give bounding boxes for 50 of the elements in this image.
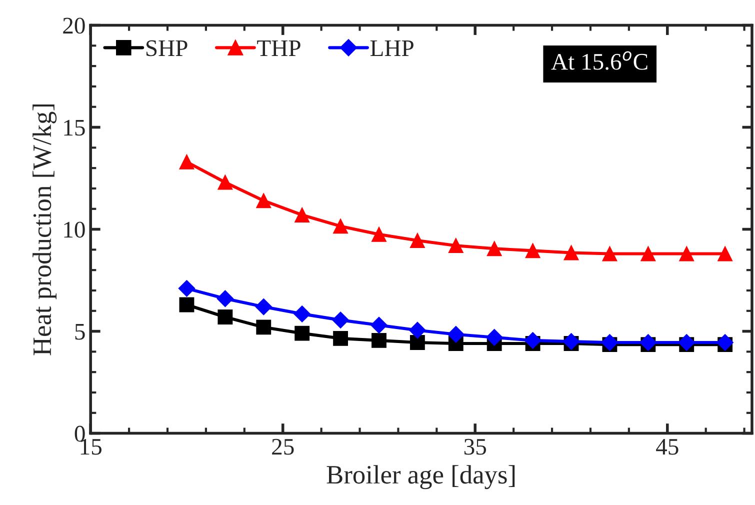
point — [564, 245, 579, 260]
point — [525, 243, 540, 258]
point — [562, 333, 580, 350]
x-tick-label: 35 — [464, 438, 486, 455]
point — [409, 322, 426, 339]
point — [486, 329, 503, 346]
point — [332, 312, 349, 328]
y-tick-label: 15 — [64, 120, 85, 136]
point — [294, 208, 310, 222]
point — [678, 334, 695, 351]
point — [333, 330, 348, 346]
point — [716, 334, 734, 351]
y-axis-title: Heat production [W/kg] — [32, 104, 57, 356]
legend-label: SHP — [146, 40, 188, 56]
point — [294, 306, 310, 322]
point — [179, 154, 194, 170]
point — [524, 332, 542, 349]
point — [448, 326, 464, 343]
y-tick-label: 20 — [63, 18, 85, 34]
point — [256, 193, 272, 208]
point — [486, 241, 502, 256]
legend-label: LHP — [370, 40, 414, 56]
point — [370, 316, 388, 334]
point — [216, 290, 234, 308]
point — [640, 334, 657, 351]
point — [602, 246, 618, 262]
point — [448, 238, 464, 254]
point — [333, 218, 348, 234]
point — [601, 334, 618, 351]
y-tick-label: 5 — [75, 324, 85, 340]
point — [410, 233, 425, 248]
point — [679, 246, 694, 262]
annotation: At 15.6$^{o}$C — [551, 51, 648, 70]
point — [718, 246, 733, 262]
point — [255, 298, 272, 316]
point — [256, 320, 272, 335]
point — [640, 246, 656, 262]
point — [372, 226, 386, 242]
point — [218, 310, 233, 324]
point — [218, 174, 233, 190]
point — [294, 326, 310, 341]
point — [179, 297, 194, 312]
y-tick-label: 10 — [64, 222, 85, 238]
point — [410, 335, 425, 350]
x-tick-label: 45 — [656, 438, 678, 455]
point — [372, 332, 386, 348]
point — [178, 280, 196, 297]
x-axis-title: Broiler age [days] — [326, 465, 515, 490]
legend-label: THP — [257, 40, 300, 56]
x-tick-label: 25 — [272, 438, 294, 455]
